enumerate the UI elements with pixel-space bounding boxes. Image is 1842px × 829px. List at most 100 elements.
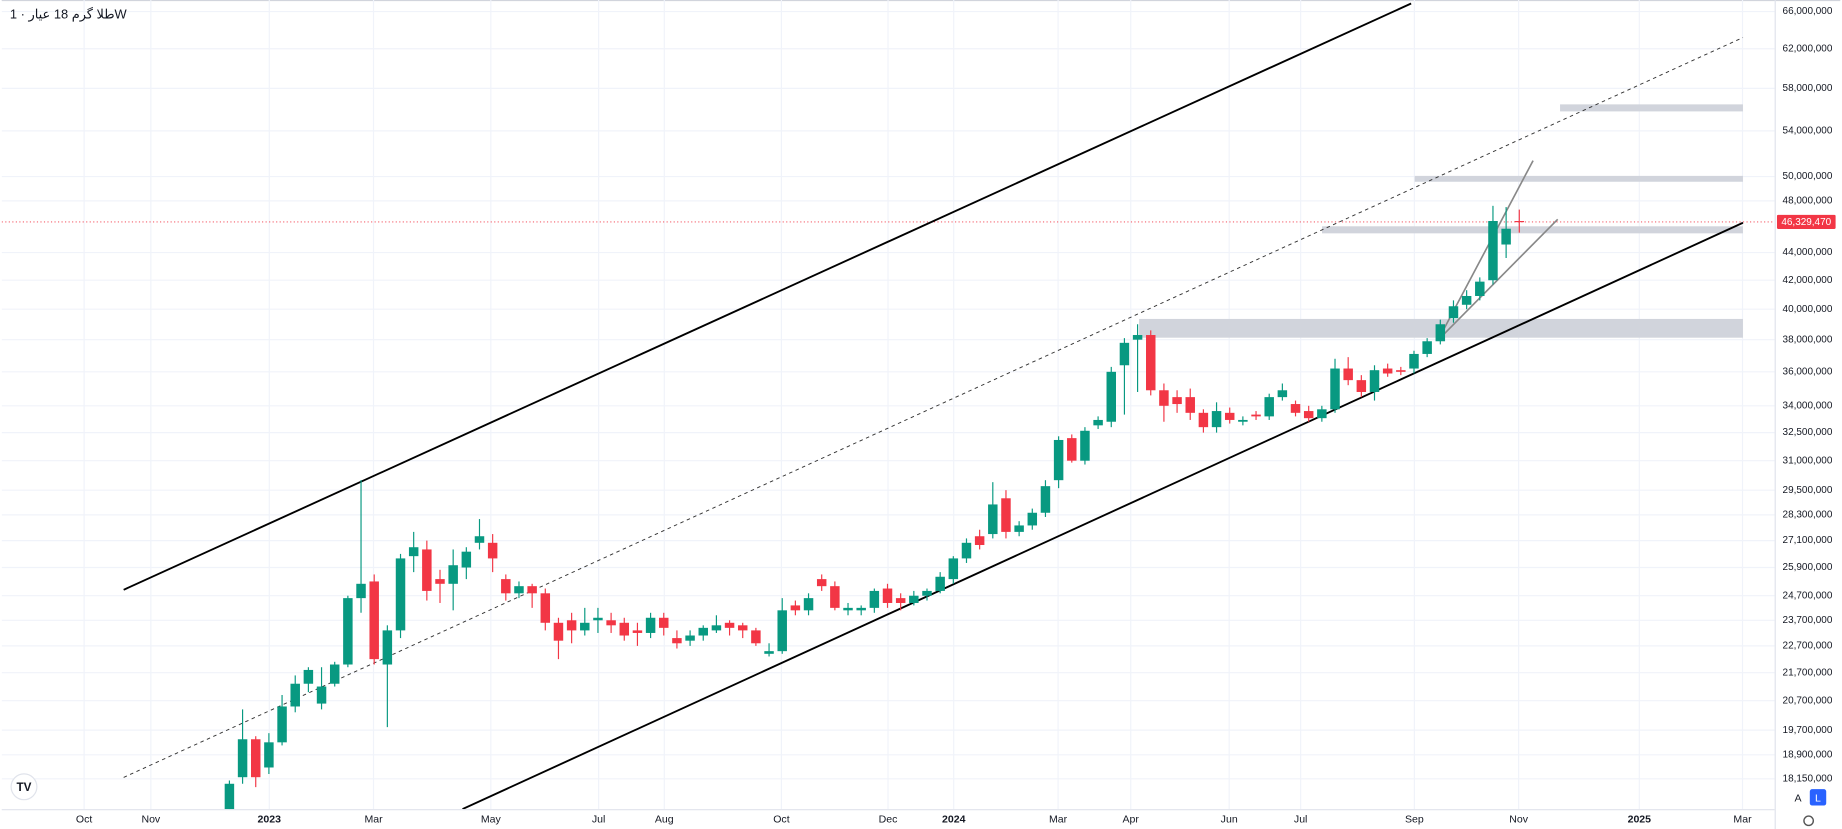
candle-body	[422, 549, 432, 591]
candle-body	[856, 607, 866, 611]
auto-icon: A	[1795, 792, 1803, 804]
candle-body	[909, 595, 919, 603]
candle-body	[1409, 353, 1419, 369]
candle-body	[1106, 371, 1117, 422]
candle-body	[1475, 281, 1485, 296]
settings-button[interactable]	[1803, 815, 1815, 827]
candle-body	[632, 630, 643, 633]
candle-body	[1159, 390, 1169, 406]
candle-body	[514, 586, 524, 594]
x-tick-label: Oct	[773, 813, 789, 825]
candle-body	[1198, 412, 1209, 428]
x-tick-label: Mar	[1733, 813, 1752, 825]
x-tick-label: 2025	[1628, 813, 1652, 825]
svg-text:TV: TV	[16, 781, 31, 794]
y-tick-label: 66,000,000	[1783, 6, 1833, 17]
candle-body	[1224, 412, 1235, 420]
candle-body	[711, 625, 722, 631]
candle-body	[382, 630, 393, 665]
y-tick-label: 27,100,000	[1783, 535, 1833, 546]
y-tick-label: 42,000,000	[1783, 275, 1833, 286]
candle-body	[737, 625, 748, 631]
candle-body	[672, 638, 682, 644]
candle-body	[1146, 335, 1156, 391]
candle-body	[408, 547, 419, 557]
candles	[224, 205, 1525, 810]
candle-body	[1119, 342, 1130, 366]
candle-body	[790, 605, 801, 611]
x-tick-label: Jul	[592, 813, 605, 825]
candle-body	[1093, 419, 1103, 426]
candle-body	[724, 622, 735, 628]
x-tick-label: Oct	[76, 813, 92, 825]
candle-body	[501, 579, 511, 594]
y-tick-label: 54,000,000	[1783, 125, 1833, 136]
candle-body	[277, 706, 287, 743]
y-tick-label: 29,500,000	[1783, 485, 1833, 496]
candle-body	[1238, 419, 1248, 422]
candle-body	[1264, 397, 1274, 417]
candle-body	[816, 579, 827, 587]
candle-body	[974, 536, 985, 546]
candle-body	[698, 627, 708, 636]
candle-body	[1211, 411, 1222, 428]
y-tick-label: 18,900,000	[1783, 749, 1833, 760]
scale-buttons[interactable]: A L	[1789, 789, 1827, 827]
candle-body	[869, 590, 880, 608]
x-tick-label: Mar	[1049, 813, 1068, 825]
candle-body	[659, 617, 669, 628]
candle-body	[474, 536, 485, 543]
y-tick-label: 32,500,000	[1783, 427, 1833, 438]
candle-body	[777, 610, 787, 652]
x-tick-label: Apr	[1123, 813, 1140, 825]
candle-body	[290, 683, 300, 707]
auto-button[interactable]	[1789, 789, 1807, 806]
candle-body	[961, 542, 972, 559]
candle-body	[448, 565, 458, 584]
candle-body	[1396, 370, 1406, 372]
candle-body	[882, 588, 893, 603]
candle-body	[487, 542, 498, 559]
log-button[interactable]	[1809, 789, 1827, 806]
candle-body	[553, 622, 564, 641]
y-tick-label: 48,000,000	[1783, 195, 1833, 206]
candle-body	[356, 583, 366, 599]
candle-body	[250, 739, 261, 778]
candle-body	[751, 630, 761, 644]
candle-body	[303, 669, 314, 684]
chart-title: طلا گرم 18 عیار · 1W	[10, 7, 128, 23]
x-tick-label: Aug	[655, 813, 674, 825]
candle-body	[1014, 525, 1024, 532]
candle-body	[1040, 486, 1051, 513]
candle-body	[1514, 221, 1525, 223]
candle-body	[461, 551, 472, 568]
candle-body	[527, 586, 537, 594]
x-tick-label: May	[481, 813, 502, 825]
y-tick-label: 34,000,000	[1783, 400, 1833, 411]
channel-upper	[123, 2, 1412, 591]
candle-body	[369, 581, 379, 660]
y-tick-label: 25,900,000	[1783, 562, 1833, 573]
candle-body	[1330, 368, 1340, 410]
candle-body	[1027, 512, 1038, 526]
x-tick-label: Jul	[1294, 813, 1307, 825]
candle-body	[1172, 397, 1182, 405]
candle-body	[237, 739, 248, 778]
tv-logo: TV	[10, 773, 38, 801]
y-tick-label: 36,000,000	[1783, 366, 1833, 377]
candle-body	[645, 617, 656, 633]
candle-body	[1501, 228, 1511, 245]
axes: 66,000,000 62,000,000 58,000,000 54,000,000…	[76, 6, 1836, 825]
candle-body	[540, 593, 551, 623]
last-price-box	[1776, 214, 1836, 229]
candle-body	[343, 598, 353, 665]
candle-body	[843, 607, 853, 611]
candle-body	[1185, 397, 1195, 413]
y-tick-label: 18,150,000	[1783, 773, 1833, 784]
candle-body	[685, 635, 695, 641]
x-tick-label: Nov	[1509, 813, 1528, 825]
y-tick-label: 40,000,000	[1783, 304, 1833, 315]
candle-body	[1422, 341, 1432, 354]
wedge-line	[1437, 218, 1559, 341]
